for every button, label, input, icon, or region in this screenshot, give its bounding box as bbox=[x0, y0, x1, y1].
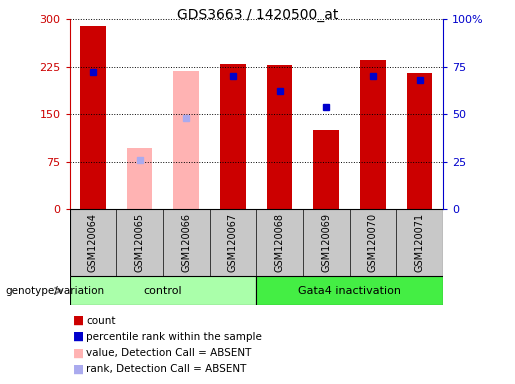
FancyBboxPatch shape bbox=[256, 276, 443, 305]
Text: GSM120070: GSM120070 bbox=[368, 214, 378, 272]
Text: percentile rank within the sample: percentile rank within the sample bbox=[86, 332, 262, 342]
Text: GSM120067: GSM120067 bbox=[228, 214, 238, 272]
Bar bbox=[360, 60, 386, 209]
Text: GSM120066: GSM120066 bbox=[181, 214, 191, 272]
Text: ■: ■ bbox=[73, 362, 84, 376]
Text: GSM120064: GSM120064 bbox=[88, 214, 98, 272]
Text: Gata4 inactivation: Gata4 inactivation bbox=[298, 286, 401, 296]
Bar bbox=[220, 64, 246, 209]
Bar bbox=[127, 148, 152, 209]
Bar bbox=[314, 130, 339, 209]
Text: GSM120069: GSM120069 bbox=[321, 214, 331, 272]
Text: ■: ■ bbox=[73, 346, 84, 359]
Text: control: control bbox=[144, 286, 182, 296]
Bar bbox=[407, 73, 433, 209]
Text: GSM120065: GSM120065 bbox=[134, 214, 145, 272]
Text: GSM120071: GSM120071 bbox=[415, 214, 424, 272]
Text: value, Detection Call = ABSENT: value, Detection Call = ABSENT bbox=[86, 348, 251, 358]
FancyBboxPatch shape bbox=[70, 209, 443, 276]
FancyBboxPatch shape bbox=[70, 276, 256, 305]
Text: ■: ■ bbox=[73, 314, 84, 327]
Bar bbox=[174, 71, 199, 209]
Text: rank, Detection Call = ABSENT: rank, Detection Call = ABSENT bbox=[86, 364, 246, 374]
Bar bbox=[267, 65, 293, 209]
Text: GSM120068: GSM120068 bbox=[274, 214, 285, 272]
Bar bbox=[80, 26, 106, 209]
Text: genotype/variation: genotype/variation bbox=[5, 286, 104, 296]
Text: ■: ■ bbox=[73, 330, 84, 343]
Text: count: count bbox=[86, 316, 115, 326]
Text: GDS3663 / 1420500_at: GDS3663 / 1420500_at bbox=[177, 8, 338, 22]
